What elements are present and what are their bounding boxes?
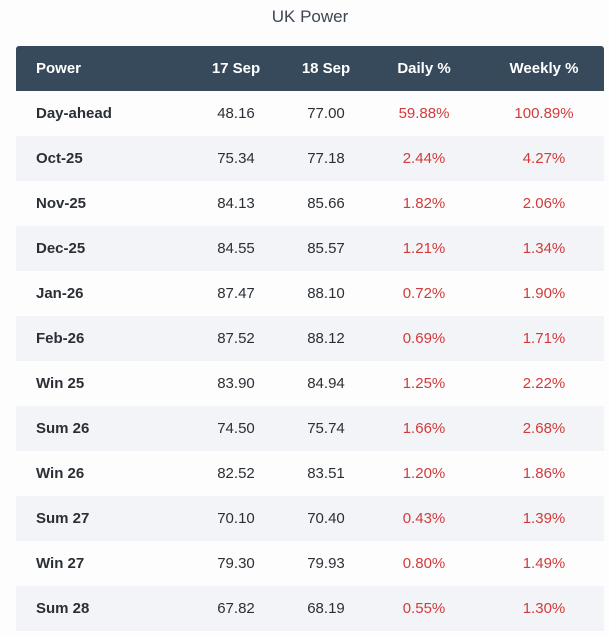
row-17-sep: 74.50 — [217, 420, 255, 437]
table-row: Sum 27 70.10 70.40 0.43% 1.39% — [16, 496, 604, 541]
table-row: Win 26 82.52 83.51 1.20% 1.86% — [16, 451, 604, 496]
page-title: UK Power — [271, 7, 349, 26]
row-17-sep: 87.52 — [217, 330, 255, 347]
row-name: Day-ahead — [36, 105, 112, 122]
row-17-sep: 84.55 — [217, 240, 255, 257]
row-name: Feb-26 — [36, 330, 85, 347]
row-18-sep: 88.10 — [307, 285, 345, 302]
row-18-sep: 83.51 — [307, 465, 345, 482]
row-17-sep: 70.10 — [217, 510, 255, 527]
row-17-sep: 48.16 — [217, 105, 255, 122]
row-name: Win 27 — [36, 555, 85, 572]
row-name: Dec-25 — [36, 240, 86, 257]
table-row: Sum 28 67.82 68.19 0.55% 1.30% — [16, 586, 604, 631]
row-name: Win 25 — [36, 375, 85, 392]
row-18-sep: 88.12 — [307, 330, 345, 347]
table-row: Feb-26 87.52 88.12 0.69% 1.71% — [16, 316, 604, 361]
row-name: Sum 26 — [36, 420, 90, 437]
row-name: Sum 28 — [36, 600, 90, 617]
row-name: Sum 27 — [36, 510, 90, 527]
table-row: Win 25 83.90 84.94 1.25% 2.22% — [16, 361, 604, 406]
table-row: Win 27 79.30 79.93 0.80% 1.49% — [16, 541, 604, 586]
row-17-sep: 83.90 — [217, 375, 255, 392]
row-18-sep: 77.00 — [307, 105, 345, 122]
row-daily-pct: 1.82% — [402, 195, 446, 212]
row-18-sep: 77.18 — [307, 150, 345, 167]
row-18-sep: 85.57 — [307, 240, 345, 257]
row-name: Jan-26 — [36, 285, 84, 302]
power-table: Power 17 Sep 18 Sep Daily % Weekly % Day… — [16, 46, 604, 631]
table-row: Jan-26 87.47 88.10 0.72% 1.90% — [16, 271, 604, 316]
row-daily-pct: 0.55% — [402, 600, 446, 617]
row-18-sep: 70.40 — [307, 510, 345, 527]
row-daily-pct: 0.72% — [402, 285, 446, 302]
header-power: Power — [36, 60, 82, 77]
table-header: Power 17 Sep 18 Sep Daily % Weekly % — [16, 46, 604, 91]
table-row: Day-ahead 48.16 77.00 59.88% 100.89% — [16, 91, 604, 136]
row-weekly-pct: 1.34% — [522, 240, 566, 257]
row-17-sep: 79.30 — [217, 555, 255, 572]
row-weekly-pct: 1.39% — [522, 510, 566, 527]
row-daily-pct: 59.88% — [398, 105, 450, 122]
row-weekly-pct: 2.22% — [522, 375, 566, 392]
row-weekly-pct: 1.30% — [522, 600, 566, 617]
row-weekly-pct: 1.90% — [522, 285, 566, 302]
row-weekly-pct: 100.89% — [514, 105, 574, 122]
row-daily-pct: 2.44% — [402, 150, 446, 167]
row-weekly-pct: 2.06% — [522, 195, 566, 212]
row-daily-pct: 1.20% — [402, 465, 446, 482]
row-18-sep: 68.19 — [307, 600, 345, 617]
row-17-sep: 87.47 — [217, 285, 255, 302]
row-17-sep: 82.52 — [217, 465, 255, 482]
row-17-sep: 67.82 — [217, 600, 255, 617]
row-weekly-pct: 4.27% — [522, 150, 566, 167]
header-daily-pct: Daily % — [397, 60, 451, 77]
header-weekly-pct: Weekly % — [509, 60, 579, 77]
table-row: Dec-25 84.55 85.57 1.21% 1.34% — [16, 226, 604, 271]
header-17-sep: 17 Sep — [211, 60, 261, 77]
row-weekly-pct: 1.49% — [522, 555, 566, 572]
row-daily-pct: 1.21% — [402, 240, 446, 257]
row-17-sep: 84.13 — [217, 195, 255, 212]
row-daily-pct: 1.25% — [402, 375, 446, 392]
row-18-sep: 85.66 — [307, 195, 345, 212]
row-daily-pct: 0.80% — [402, 555, 446, 572]
row-18-sep: 75.74 — [307, 420, 345, 437]
row-daily-pct: 0.69% — [402, 330, 446, 347]
row-18-sep: 84.94 — [307, 375, 345, 392]
row-name: Win 26 — [36, 465, 85, 482]
row-daily-pct: 1.66% — [402, 420, 446, 437]
row-weekly-pct: 1.71% — [522, 330, 566, 347]
row-weekly-pct: 2.68% — [522, 420, 566, 437]
table-row: Nov-25 84.13 85.66 1.82% 2.06% — [16, 181, 604, 226]
row-17-sep: 75.34 — [217, 150, 255, 167]
row-name: Oct-25 — [36, 150, 83, 167]
row-daily-pct: 0.43% — [402, 510, 446, 527]
table-row: Oct-25 75.34 77.18 2.44% 4.27% — [16, 136, 604, 181]
table-row: Sum 26 74.50 75.74 1.66% 2.68% — [16, 406, 604, 451]
header-18-sep: 18 Sep — [301, 60, 351, 77]
row-name: Nov-25 — [36, 195, 87, 212]
row-weekly-pct: 1.86% — [522, 465, 566, 482]
row-18-sep: 79.93 — [307, 555, 345, 572]
